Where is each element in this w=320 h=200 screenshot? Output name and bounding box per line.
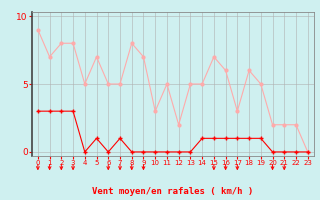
Text: Vent moyen/en rafales ( km/h ): Vent moyen/en rafales ( km/h ) bbox=[92, 187, 253, 196]
